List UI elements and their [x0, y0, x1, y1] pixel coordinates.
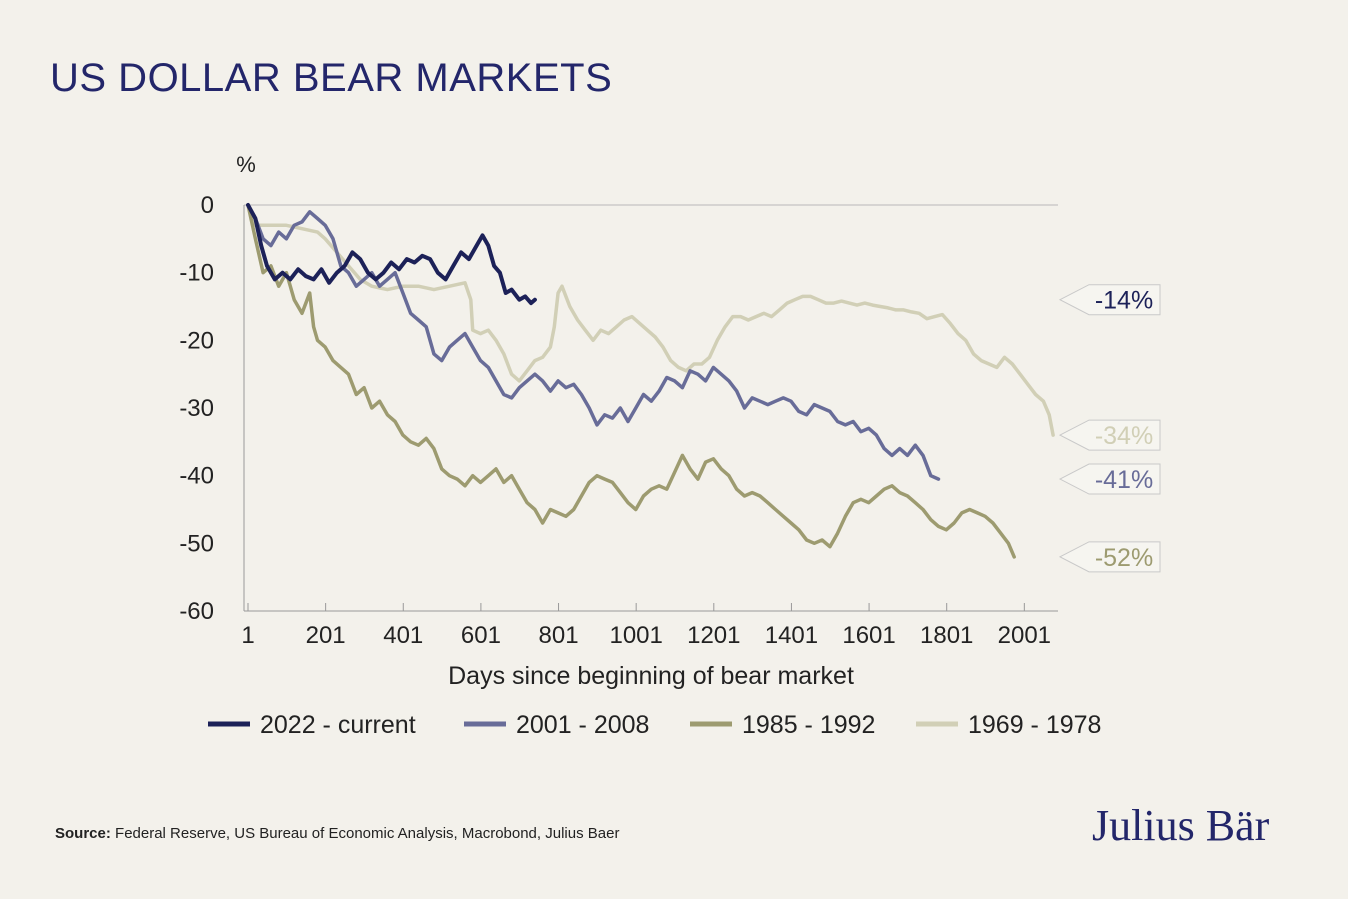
x-tick-label: 1401	[765, 622, 818, 649]
series-line-1985-1992	[246, 203, 1016, 559]
y-tick-label: -50	[179, 530, 214, 557]
x-tick-labels: 1 201 401 601 801 1001 1201 1401 1601 1801 2001	[241, 603, 1051, 649]
julius-baer-logo: Julius Bär	[1092, 801, 1270, 850]
legend-label: 2022 - current	[260, 711, 416, 739]
x-tick-label: 1001	[609, 622, 662, 649]
x-tick-label: 1201	[687, 622, 740, 649]
legend-label: 1985 - 1992	[742, 711, 875, 739]
end-label-flag	[1058, 463, 1161, 495]
legend-label: 1969 - 1978	[968, 711, 1101, 739]
y-tick-label: 0	[201, 192, 214, 219]
end-label-3: -34%	[1058, 419, 1161, 451]
series-line-1969-1978	[246, 203, 1055, 437]
x-tick-label: 401	[383, 622, 423, 649]
x-axis-title: Days since beginning of bear market	[448, 662, 854, 690]
x-tick-label: 2001	[998, 622, 1051, 649]
x-tick-label: 801	[539, 622, 579, 649]
end-label-flag	[1058, 284, 1161, 316]
axes	[243, 204, 1058, 612]
series-lines	[246, 203, 1055, 559]
series-line-2001-2008	[246, 203, 941, 481]
end-value-labels: -14% -41% -52% -34%	[1058, 284, 1161, 573]
source-text: Federal Reserve, US Bureau of Economic A…	[115, 825, 620, 842]
legend-label: 2001 - 2008	[516, 711, 649, 739]
series-line-2022-current	[246, 203, 537, 306]
y-tick-label: -10	[179, 260, 214, 287]
x-tick-label: 1601	[842, 622, 895, 649]
y-axis-unit-label: %	[236, 152, 256, 177]
end-label-text: -41%	[1095, 466, 1153, 494]
source-note: Source: Federal Reserve, US Bureau of Ec…	[55, 825, 619, 842]
x-tick-label: 601	[461, 622, 501, 649]
end-label-0: -14%	[1058, 284, 1161, 316]
y-tick-label: -40	[179, 463, 214, 490]
legend: 2022 - current 2001 - 2008 1985 - 1992 1969…	[208, 711, 1101, 739]
source-label: Source:	[55, 825, 111, 842]
end-label-flag	[1058, 419, 1161, 451]
y-tick-label: -60	[179, 598, 214, 625]
end-label-2: -52%	[1058, 541, 1161, 573]
y-tick-labels: 0 -10 -20 -30 -40 -50 -60	[179, 192, 214, 625]
chart-title: US DOLLAR BEAR MARKETS	[50, 56, 613, 100]
y-tick-label: -20	[179, 327, 214, 354]
x-tick-label: 1801	[920, 622, 973, 649]
end-label-text: -14%	[1095, 287, 1153, 315]
end-label-1: -41%	[1058, 463, 1161, 495]
x-tick-label: 1	[241, 622, 254, 649]
end-label-text: -52%	[1095, 544, 1153, 572]
x-tick-label: 201	[306, 622, 346, 649]
y-tick-label: -30	[179, 395, 214, 422]
end-label-text: -34%	[1095, 422, 1153, 450]
end-label-flag	[1058, 541, 1161, 573]
